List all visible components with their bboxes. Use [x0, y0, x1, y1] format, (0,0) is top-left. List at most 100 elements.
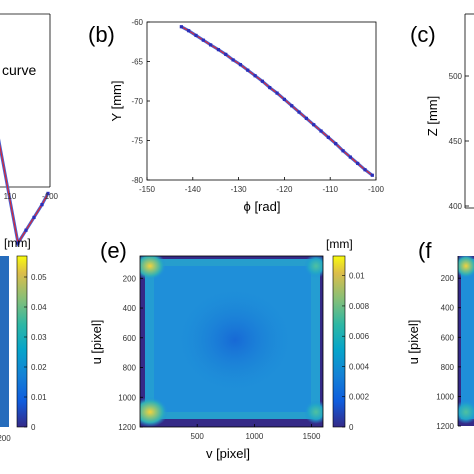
data-point-b: [304, 116, 308, 120]
colorbar-ticks-e: 0.01 0.008 0.006 0.004 0.002 0: [342, 272, 370, 432]
y-tick-e-2: 600: [123, 334, 137, 343]
plot-frame-b: [146, 21, 377, 181]
colorbar-tick-d-1: 0.04: [31, 303, 47, 312]
colorbar-tick-d-2: 0.03: [31, 333, 47, 342]
data-point-b: [363, 168, 367, 172]
data-point-b: [319, 129, 323, 133]
data-point-b: [282, 97, 286, 102]
x-tick-e-0: 500: [191, 432, 205, 441]
colorbar-unit-d: [mm]: [4, 236, 31, 250]
data-point-b: [275, 91, 279, 95]
data-point-b: [356, 161, 360, 166]
data-point-a: [46, 191, 50, 195]
y-tick-e-4: 1000: [118, 393, 136, 402]
data-point-b: [194, 33, 198, 38]
data-point-b: [201, 38, 205, 42]
data-point-b: [290, 104, 294, 108]
y-tick-b-1: -65: [131, 58, 143, 67]
data-point-b: [260, 79, 265, 83]
data-point-b: [326, 135, 330, 139]
data-point-b: [253, 74, 257, 78]
plot-frame-e: [139, 255, 324, 428]
colorbar-tick-d-0: 0.05: [31, 273, 47, 282]
y-tick-e-0: 200: [123, 274, 137, 283]
x-ticks-e: 500 1000 1500: [191, 424, 321, 441]
y-tick-b-0: -60: [131, 18, 143, 27]
panel-label-b: (b): [88, 22, 115, 47]
colorbar-tick-d-5: 0: [31, 423, 36, 432]
x-tick-b-1: -140: [185, 185, 202, 194]
data-point-b: [341, 149, 345, 153]
y-tick-e-1: 400: [123, 304, 137, 313]
data-point-b: [334, 142, 338, 146]
y-axis-label-b: Y [mm]: [109, 81, 124, 122]
x-axis-label-e: v [pixel]: [206, 446, 250, 461]
legend-label-a: curve: [2, 62, 36, 78]
x-tick-b-3: -120: [276, 185, 293, 194]
y-axis-label-f: u [pixel]: [406, 320, 421, 365]
colorbar-d: [16, 255, 28, 428]
data-point-b: [209, 43, 213, 47]
panel-e: (e) 500 1000 1500 200 400 600 800 1000 1200 v […: [89, 237, 370, 461]
colorbar-e: [332, 255, 346, 428]
data-point-a: [40, 203, 44, 207]
x-tick-b-5: -100: [368, 185, 385, 194]
data-point-b: [216, 48, 221, 52]
y-tick-c-0: 500: [449, 72, 463, 81]
y-ticks-b: -60 -65 -70 -75 -80: [131, 18, 150, 185]
heatmap-d: [0, 256, 9, 427]
x-ticks-b: -150 -140 -130 -120 -110 -100: [139, 177, 385, 194]
y-tick-b-4: -80: [131, 176, 143, 185]
y-axis-label-e: u [pixel]: [89, 320, 104, 365]
data-point-b: [246, 68, 250, 72]
colorbar-tick-e-4: 0.002: [349, 393, 370, 402]
y-axis-label-c: Z [mm]: [425, 96, 440, 136]
y-tick-b-3: -75: [131, 137, 143, 146]
data-point-a: [16, 241, 20, 245]
heatmap-e: [140, 256, 323, 427]
colorbar-tick-e-3: 0.004: [349, 362, 370, 371]
y-tick-f-3: 800: [441, 363, 455, 372]
data-point-a: [24, 228, 28, 232]
x-tick-a-0: 110: [4, 192, 17, 201]
y-tick-f-2: 600: [441, 333, 455, 342]
x-tick-b-4: -110: [322, 185, 338, 194]
colorbar-tick-d-3: 0.02: [31, 363, 47, 372]
x-axis-label-b: ϕ [rad]: [244, 199, 281, 214]
heatmap-f: [458, 256, 474, 424]
y-tick-c-2: 400: [449, 202, 463, 211]
colorbar-unit-e: [mm]: [326, 237, 353, 251]
y-tick-e-3: 800: [123, 364, 137, 373]
panel-label-e: (e): [100, 238, 127, 263]
data-point-b: [224, 52, 228, 56]
data-point-b: [268, 85, 272, 90]
x-tick-b-0: -150: [139, 185, 156, 194]
panel-b: (b) -150 -140 -130 -120 -110 -100 -60 -65 -70 -7…: [88, 18, 385, 214]
series-line-b-fit: [180, 25, 374, 177]
x-tick-a-1: -100: [42, 192, 59, 201]
panel-f: (f 200 400 600 800 1000 1200 u [pixel]: [406, 238, 474, 431]
colorbar-ticks-d: 0.05 0.04 0.03 0.02 0.01 0: [24, 273, 47, 432]
panel-d: [mm] 0.05 0.04 0.03 0.02 0.01 0 200: [0, 236, 47, 443]
x-tick-e-2: 1500: [303, 432, 321, 441]
data-point-b: [179, 25, 183, 29]
y-ticks-f: 200 400 600 800 1000 1200: [436, 274, 461, 431]
colorbar-tick-e-2: 0.006: [349, 332, 370, 341]
data-point-b: [297, 110, 301, 114]
data-point-b: [238, 63, 243, 67]
y-tick-c-1: 450: [449, 137, 463, 146]
x-tick-e-1: 1000: [245, 432, 263, 441]
panel-label-f: (f: [418, 238, 432, 263]
y-tick-f-4: 1000: [436, 392, 454, 401]
y-ticks-e: 200 400 600 800 1000 1200: [118, 274, 143, 432]
y-tick-e-5: 1200: [118, 423, 136, 432]
data-point-b: [231, 58, 235, 62]
series-a: [0, 138, 50, 248]
y-tick-f-5: 1200: [436, 422, 454, 431]
panel-c: (c) 500 450 400 Z [mm]: [410, 13, 474, 211]
colorbar-tick-d-4: 0.01: [31, 393, 47, 402]
data-point-b: [312, 123, 316, 127]
colorbar-tick-e-5: 0: [349, 423, 354, 432]
y-tick-b-2: -70: [131, 97, 143, 106]
